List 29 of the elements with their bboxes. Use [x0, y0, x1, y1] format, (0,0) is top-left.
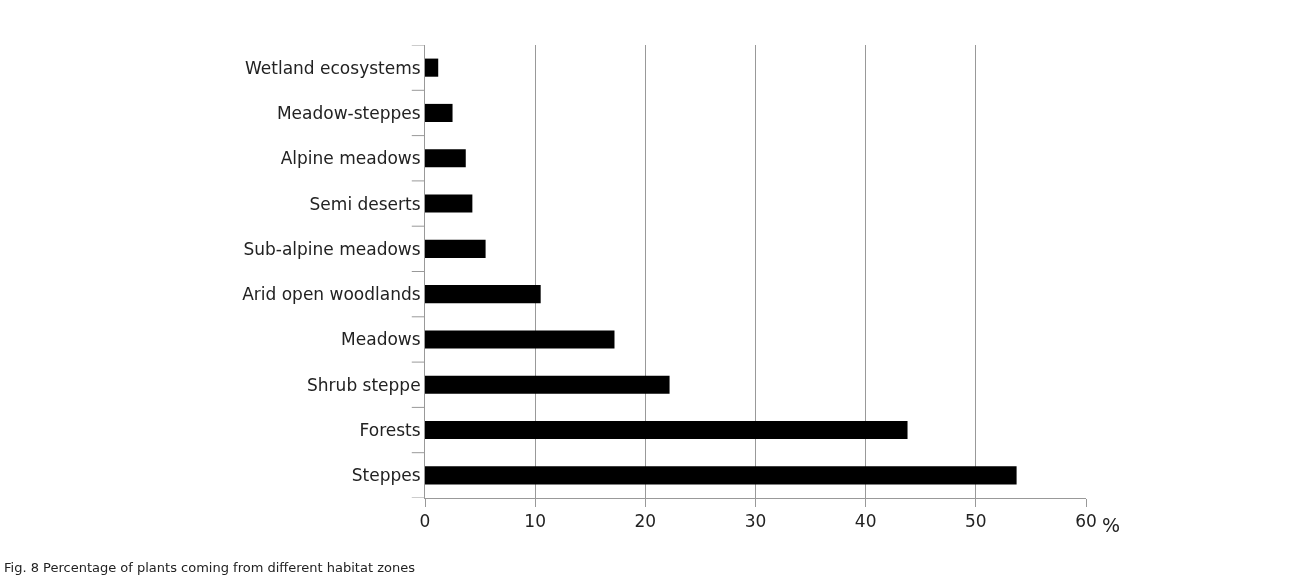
caption: Fig. 8 Percentage of plants coming from different habitat zones — [4, 560, 416, 575]
y-tick-label: Wetland ecosystems — [245, 57, 421, 78]
y-tick-label: Arid open woodlands — [242, 284, 421, 305]
y-tick-label: Alpine meadows — [280, 148, 421, 169]
y-tick-label: Forests — [359, 420, 421, 440]
bar — [425, 103, 453, 123]
x-tick-label: 50 — [965, 511, 987, 532]
bar — [425, 239, 486, 258]
bar — [425, 285, 541, 304]
bar — [425, 466, 1017, 485]
bar — [425, 149, 466, 168]
bar — [425, 194, 473, 213]
bar — [425, 375, 670, 394]
bar — [425, 420, 908, 440]
bar — [425, 330, 615, 349]
y-tick-label: Sub-alpine meadows — [243, 238, 421, 259]
bar — [425, 58, 439, 77]
x-axis-title: % — [1102, 514, 1121, 536]
x-tick-label: 30 — [744, 511, 767, 532]
y-tick-label: Meadows — [341, 329, 421, 350]
x-tick-label: 10 — [524, 511, 546, 532]
x-tick-label: 0 — [419, 511, 431, 532]
y-tick-label: Meadow-steppes — [276, 102, 421, 123]
x-tick-label: 20 — [634, 511, 657, 532]
y-tick-label: Semi deserts — [309, 193, 421, 214]
x-tick-label: 40 — [854, 511, 877, 532]
y-tick-label: Shrub steppe — [307, 374, 421, 395]
y-tick-label: Steppes — [351, 465, 421, 486]
x-tick-label: 60 — [1075, 511, 1097, 532]
